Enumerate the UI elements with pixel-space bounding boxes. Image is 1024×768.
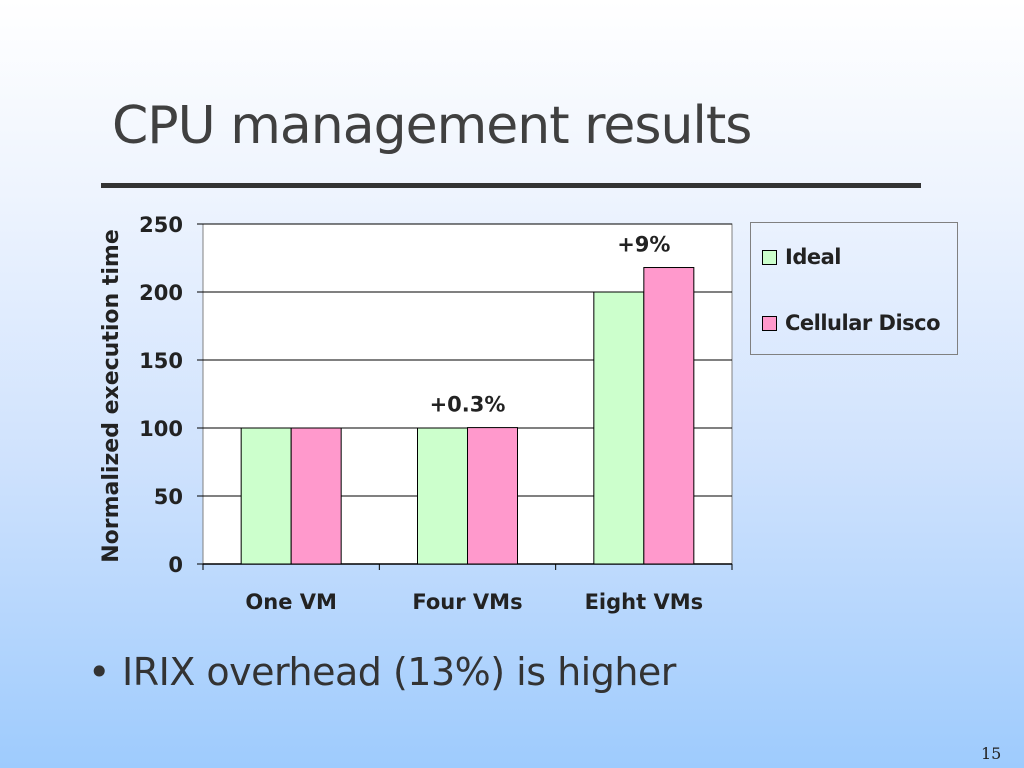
slide-title: CPU management results [112,96,752,156]
bar-cellular-disco [467,427,518,565]
x-tick-label: One VM [245,590,337,614]
bar-cellular-disco [290,427,342,565]
y-tick-label: 100 [139,417,183,441]
bar-annotation: +0.3% [430,393,506,417]
legend-label-cellular-disco: Cellular Disco [785,311,941,335]
legend-item-ideal: Ideal [762,245,841,269]
y-tick-label: 250 [139,213,183,237]
legend-swatch-cellular-disco [762,315,777,331]
bullet-text: IRIX overhead (13%) is higher [122,650,676,694]
page-number: 15 [981,744,1002,763]
legend-item-cellular-disco: Cellular Disco [762,311,941,335]
title-divider [101,183,921,188]
chart-legend: Ideal Cellular Disco [750,222,958,355]
legend-label-ideal: Ideal [785,245,841,269]
bar-annotation: +9% [617,233,670,257]
y-tick-label: 0 [168,553,183,577]
y-axis-label: Normalized execution time [99,229,124,563]
y-tick-label: 50 [154,485,183,509]
x-tick-label: Four VMs [412,590,522,614]
bar-ideal [417,427,468,565]
bar-cellular-disco [643,267,695,565]
bullet-dot: • [88,650,110,694]
x-tick-label: Eight VMs [585,590,704,614]
y-tick-label: 200 [139,281,183,305]
bar-ideal [240,427,292,565]
legend-swatch-ideal [762,249,777,265]
y-tick-label: 150 [139,349,183,373]
bullet-item: • IRIX overhead (13%) is higher [88,650,676,694]
bar-ideal [593,291,645,565]
